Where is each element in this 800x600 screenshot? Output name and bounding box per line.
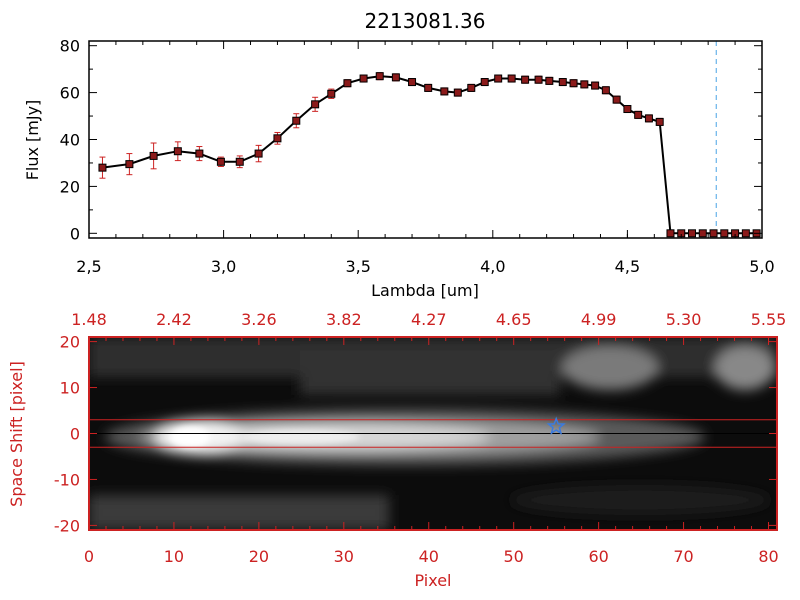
shift-tick-label: -10: [54, 470, 80, 489]
shift-tick-label: 10: [60, 379, 80, 398]
shift-tick-label: -20: [54, 516, 80, 535]
data-point: [359, 74, 368, 83]
data-point: [545, 76, 554, 85]
x-tick-label: 5,0: [749, 257, 774, 276]
y-tick-label: 20: [60, 177, 80, 196]
wavelength-tick-label: 5.30: [666, 310, 702, 329]
shift-tick-label: 0: [70, 425, 80, 444]
data-point: [125, 160, 134, 169]
x-tick-label: 4,5: [615, 257, 640, 276]
data-point: [424, 83, 433, 92]
x-tick-label: 3,5: [345, 257, 370, 276]
x-tick-label: 4,0: [480, 257, 505, 276]
data-point: [688, 229, 697, 238]
flux-line: [102, 75, 757, 235]
star-marker: [546, 416, 566, 435]
data-point: [173, 147, 182, 156]
data-point: [254, 149, 263, 158]
pixel-tick-label: 50: [504, 547, 524, 566]
y-tick-label: 40: [60, 131, 80, 150]
data-point: [534, 75, 543, 84]
data-point: [507, 74, 516, 83]
wavelength-tick-label: 3.82: [326, 310, 362, 329]
data-point: [311, 100, 320, 109]
pixel-tick-label: 40: [419, 547, 439, 566]
data-point: [195, 149, 204, 158]
data-point: [698, 229, 707, 238]
data-point: [440, 87, 449, 96]
data-point: [644, 114, 653, 123]
data-point: [494, 74, 503, 83]
data-point: [558, 78, 567, 87]
pixel-axis-title: Pixel: [414, 571, 451, 590]
pixel-tick-label: 70: [673, 547, 693, 566]
data-point: [216, 157, 225, 166]
data-point: [343, 79, 352, 88]
data-point: [235, 157, 244, 166]
wavelength-tick-label: 3.26: [241, 310, 277, 329]
data-point: [569, 79, 578, 88]
pixel-tick-label: 30: [334, 547, 354, 566]
data-point: [408, 78, 417, 87]
pixel-tick-label: 60: [588, 547, 608, 566]
pixel-tick-label: 10: [164, 547, 184, 566]
spectrum-panel: 2213081.36 2,5 3,0 3,5 4,0 4,5 5,0 0 20 40 60 80 L…: [23, 9, 775, 300]
data-point: [375, 72, 384, 81]
data-point: [292, 116, 301, 125]
wavelength-tick-label: 5.55: [751, 310, 787, 329]
x-tick-label: 3,0: [211, 257, 236, 276]
image-panel: 0 1.48 10 2.42 20 3.26 30 3.82 40 4.27 50 4.65 60 4.9…: [7, 310, 786, 590]
wavelength-tick-label: 4.99: [581, 310, 617, 329]
pixel-tick-label: 0: [84, 547, 94, 566]
x-axis-title: Lambda [um]: [371, 281, 479, 300]
wavelength-tick-label: 4.65: [496, 310, 532, 329]
data-point: [391, 73, 400, 82]
data-point: [580, 80, 589, 89]
data-point: [601, 86, 610, 95]
wavelength-tick-label: 1.48: [71, 310, 107, 329]
data-point: [655, 117, 664, 126]
data-point: [634, 110, 643, 119]
data-point: [453, 88, 462, 97]
data-point: [467, 83, 476, 92]
pixel-tick-label: 80: [758, 547, 778, 566]
spectrum-plot-area: [98, 41, 761, 238]
y-tick-label: 0: [70, 224, 80, 243]
data-point: [741, 229, 750, 238]
data-point: [591, 81, 600, 90]
data-point: [149, 151, 158, 160]
data-point: [98, 163, 107, 172]
image-ticks: 0 1.48 10 2.42 20 3.26 30 3.82 40 4.27 50 4.65 60 4.9…: [54, 310, 786, 566]
data-point: [709, 229, 718, 238]
data-point: [612, 95, 621, 104]
x-tick-label: 2,5: [76, 257, 101, 276]
y-tick-label: 60: [60, 84, 80, 103]
spectrum-ticks: 2,5 3,0 3,5 4,0 4,5 5,0 0 20 40 60 80: [60, 37, 775, 276]
chart-title: 2213081.36: [365, 9, 486, 33]
data-point: [327, 89, 336, 98]
shift-tick-label: 20: [60, 333, 80, 352]
pixel-tick-label: 20: [249, 547, 269, 566]
data-point: [623, 105, 632, 114]
data-point: [273, 134, 282, 143]
y-tick-label: 80: [60, 37, 80, 56]
wavelength-tick-label: 4.27: [411, 310, 447, 329]
image-overlays: [89, 416, 777, 448]
y-axis-title: Flux [mJy]: [23, 100, 42, 181]
wavelength-tick-label: 2.42: [156, 310, 192, 329]
data-point: [720, 229, 729, 238]
data-point: [521, 75, 530, 84]
space-shift-axis-title: Space Shift [pixel]: [7, 361, 26, 507]
data-point: [666, 229, 675, 238]
data-point: [480, 78, 489, 87]
